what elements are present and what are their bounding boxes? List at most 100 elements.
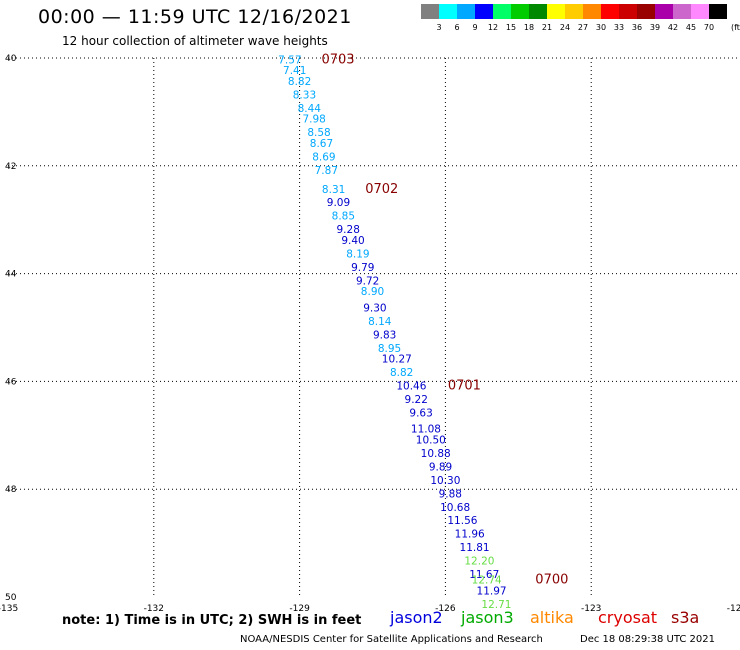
lat-tick-label: 48 <box>5 485 17 495</box>
wave-height-value: 9.72 <box>356 275 379 287</box>
lon-tick-label: -126 <box>435 604 456 614</box>
satellite-jason3: jason3 <box>461 608 514 627</box>
wave-height-value: 7.98 <box>302 114 325 126</box>
lon-tick-label: -132 <box>144 604 164 614</box>
legend-label: 6 <box>454 23 460 32</box>
lon-tick-label: -120 <box>727 604 740 614</box>
wave-height-value: 8.58 <box>307 127 330 139</box>
wave-height-value: 10.27 <box>382 354 412 366</box>
wave-height-value: 11.08 <box>411 424 441 436</box>
legend-label: 21 <box>541 23 553 32</box>
wave-height-value: 8.33 <box>293 89 316 101</box>
legend-swatch <box>601 4 619 19</box>
wave-height-value: 8.82 <box>390 367 413 379</box>
legend-label: 42 <box>667 23 679 32</box>
wave-height-value: 11.81 <box>460 542 490 554</box>
legend-swatch <box>655 4 673 19</box>
legend-swatch <box>637 4 655 19</box>
satellite-altika: altika <box>530 608 574 627</box>
wave-height-value: 8.14 <box>368 316 392 328</box>
wave-height-value: 12.20 <box>464 556 494 568</box>
legend-swatch <box>619 4 637 19</box>
satellite-cryosat: cryosat <box>598 608 658 627</box>
wave-height-value: 10.46 <box>396 380 426 392</box>
pass-time-label: 0700 <box>535 573 568 588</box>
wave-height-value: 8.31 <box>322 184 345 196</box>
credit-text: NOAA/NESDIS Center for Satellite Applica… <box>240 634 543 645</box>
wave-height-value: 11.97 <box>477 585 507 597</box>
lat-tick-label: 46 <box>5 377 17 387</box>
wave-height-value: 8.82 <box>288 76 311 88</box>
legend-swatch <box>439 4 457 19</box>
wave-height-value: 9.22 <box>405 394 428 406</box>
wave-height-value: 12.71 <box>481 599 511 611</box>
wave-height-value: 9.09 <box>327 197 350 209</box>
wave-height-value: 9.88 <box>439 488 462 500</box>
legend-label: 9 <box>472 23 478 32</box>
lat-tick-label: 50 <box>5 593 17 603</box>
wave-height-value: 12.74 <box>472 575 502 587</box>
legend-label: 33 <box>613 23 625 32</box>
wave-height-value: 8.85 <box>332 211 355 223</box>
wave-height-value: 8.69 <box>312 151 335 163</box>
wave-height-value: 9.40 <box>341 235 364 247</box>
wave-height-value: 8.19 <box>346 248 369 260</box>
lon-tick-label: -135 <box>0 604 18 614</box>
legend-swatch <box>511 4 529 19</box>
wave-height-value: 9.89 <box>429 461 452 473</box>
legend-swatch <box>709 4 727 19</box>
wave-height-value: 10.50 <box>416 434 446 446</box>
legend-swatch <box>583 4 601 19</box>
lon-tick-label: -129 <box>289 604 310 614</box>
legend-label: 18 <box>523 23 535 32</box>
generated-timestamp: Dec 18 08:29:38 UTC 2021 <box>580 634 715 645</box>
wave-height-value: 9.30 <box>363 302 386 314</box>
lat-tick-label: 42 <box>5 162 16 172</box>
pass-time-label: 0701 <box>448 378 481 393</box>
chart-title: 00:00 — 11:59 UTC 12/16/2021 <box>38 6 352 28</box>
wave-height-value: 9.28 <box>337 224 360 236</box>
chart-subtitle: 12 hour collection of altimeter wave hei… <box>62 34 328 48</box>
wave-height-value: 11.67 <box>469 569 499 581</box>
wave-height-value: 8.67 <box>310 138 333 150</box>
wave-height-value: 7.41 <box>283 65 306 77</box>
legend-swatch <box>529 4 547 19</box>
lat-tick-label: 44 <box>5 270 17 280</box>
wave-height-value: 7.57 <box>278 54 301 66</box>
legend-swatch <box>673 4 691 19</box>
legend-swatch <box>691 4 709 19</box>
units-note: note: 1) Time is in UTC; 2) SWH is in fe… <box>62 613 362 628</box>
legend-label: 3 <box>436 23 442 32</box>
wave-height-value: 11.96 <box>455 529 485 541</box>
satellite-jason2: jason2 <box>390 608 443 627</box>
legend-swatch <box>547 4 565 19</box>
legend-label: 27 <box>577 23 589 32</box>
legend-swatch <box>565 4 583 19</box>
wave-height-value: 8.90 <box>361 286 384 298</box>
wave-height-value: 10.88 <box>421 448 451 460</box>
wave-height-value: 11.56 <box>447 515 477 527</box>
wave-height-value: 9.63 <box>409 407 432 419</box>
lat-tick-label: 40 <box>5 54 17 64</box>
legend-label: 70 <box>703 23 715 32</box>
wave-height-value: 7.87 <box>315 165 338 177</box>
wave-height-value: 8.95 <box>378 343 401 355</box>
legend-label: 12 <box>487 23 499 32</box>
satellite-s3a: s3a <box>671 608 700 627</box>
wave-height-value: 10.30 <box>430 475 460 487</box>
legend-label: 39 <box>649 23 661 32</box>
legend-swatch <box>421 4 439 19</box>
legend-unit: (ft) <box>730 23 740 32</box>
wave-height-value: 9.83 <box>373 329 396 341</box>
lon-tick-label: -123 <box>581 604 601 614</box>
legend-label: 45 <box>685 23 697 32</box>
legend-swatch <box>457 4 475 19</box>
pass-time-label: 0702 <box>365 182 398 197</box>
wave-height-value: 8.44 <box>298 103 322 115</box>
wave-height-value: 10.68 <box>440 502 470 514</box>
legend-label: 24 <box>559 23 571 32</box>
legend-swatch <box>475 4 493 19</box>
wave-height-value: 9.79 <box>351 262 374 274</box>
pass-time-label: 0703 <box>321 52 354 67</box>
